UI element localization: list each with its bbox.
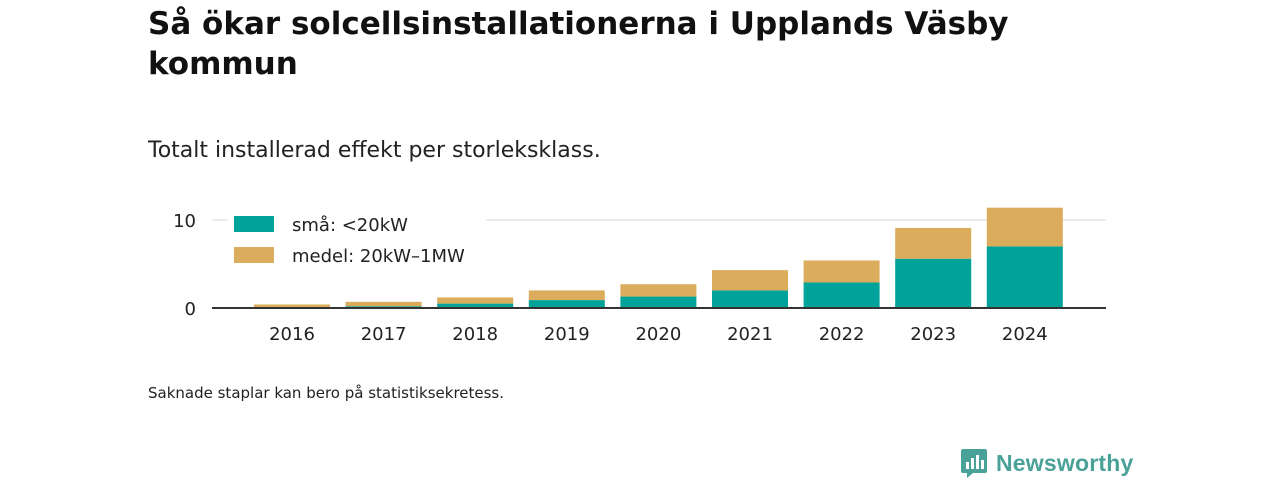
chart-title: Så ökar solcellsinstallationerna i Uppla… — [148, 6, 1009, 82]
bar-sma — [895, 258, 972, 308]
x-tick-label: 2018 — [452, 324, 498, 345]
bar-sma — [437, 303, 514, 308]
x-tick-label: 2023 — [910, 324, 956, 345]
bar-medel — [345, 301, 422, 307]
bar-medel — [528, 290, 605, 301]
legend-label: medel: 20kW–1MW — [292, 246, 465, 267]
bar-medel — [986, 207, 1063, 247]
bar-sma — [986, 246, 1063, 308]
bar-medel — [895, 227, 972, 259]
brand-logo[interactable]: Newsworthy — [960, 446, 1133, 480]
footnote: Saknade staplar kan bero på statistiksek… — [148, 384, 505, 402]
brand-name: Newsworthy — [996, 449, 1134, 476]
bar-sma — [620, 296, 697, 308]
bar-medel — [620, 284, 697, 297]
legend-swatch — [234, 247, 274, 263]
x-tick-label: 2019 — [544, 324, 590, 345]
x-tick-label: 2020 — [635, 324, 681, 345]
bar-medel — [254, 304, 330, 308]
x-tick-label: 2024 — [1002, 324, 1048, 345]
x-tick-label: 2021 — [727, 324, 773, 345]
newsworthy-logo-icon — [961, 449, 987, 478]
legend-swatch — [234, 216, 274, 232]
stacked-bar-chart: 0 10 2016 2017 2018 2019 2020 2021 2022 2023 2024 s… — [173, 207, 1106, 345]
legend-label: små: <20kW — [292, 215, 408, 236]
y-tick-label: 0 — [185, 299, 196, 320]
x-tick-label: 2016 — [269, 324, 315, 345]
bar-medel — [803, 260, 880, 283]
bar-sma — [803, 282, 880, 308]
bar-medel — [437, 297, 514, 304]
x-tick-label: 2017 — [361, 324, 407, 345]
bar-sma — [712, 290, 788, 308]
x-tick-label: 2022 — [819, 324, 865, 345]
y-tick-label: 10 — [173, 211, 196, 232]
chart-subtitle: Totalt installerad effekt per storlekskl… — [148, 138, 601, 163]
bar-medel — [712, 270, 788, 291]
bar-sma — [528, 300, 605, 308]
